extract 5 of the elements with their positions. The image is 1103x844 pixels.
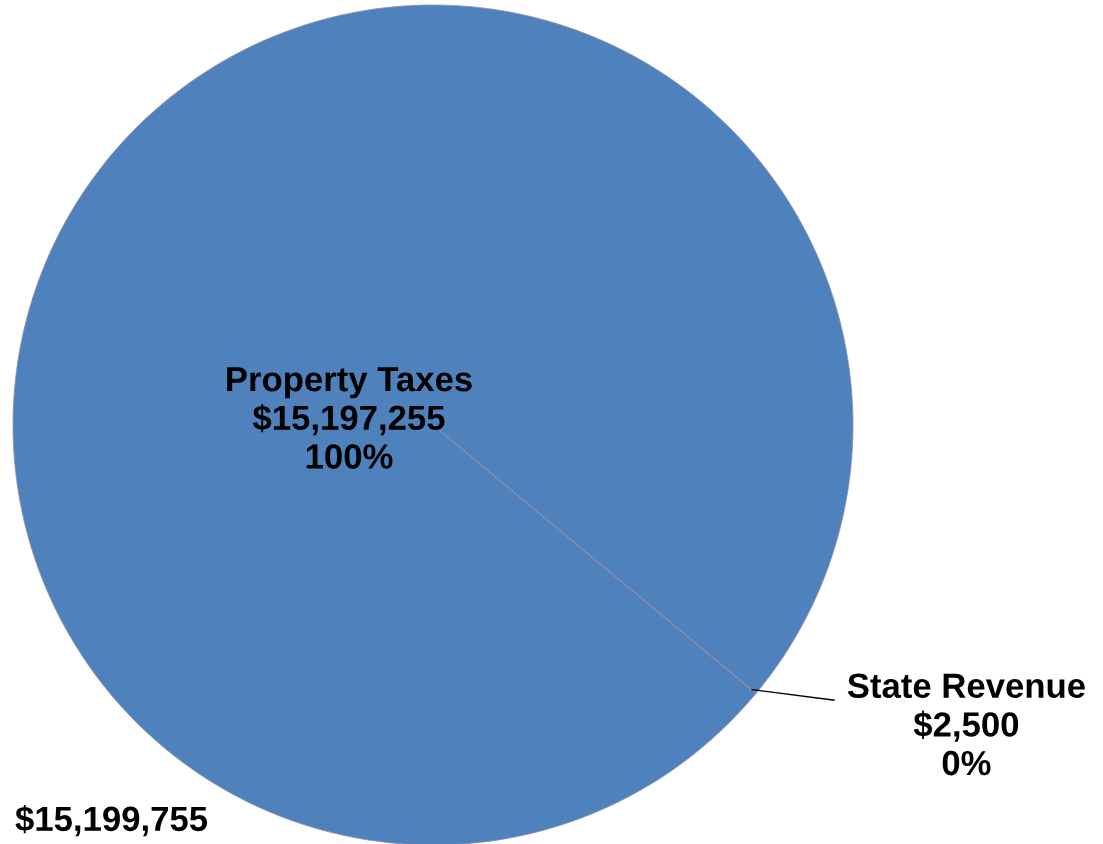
data-label: $15,197,255 100% (252, 404, 445, 469)
slice-label: Property Taxes (227, 367, 472, 399)
slice-label: State Revenue (847, 673, 1085, 699)
text: $15,199,755 (15, 805, 208, 837)
data-label: $2,500 0% (913, 710, 1019, 776)
